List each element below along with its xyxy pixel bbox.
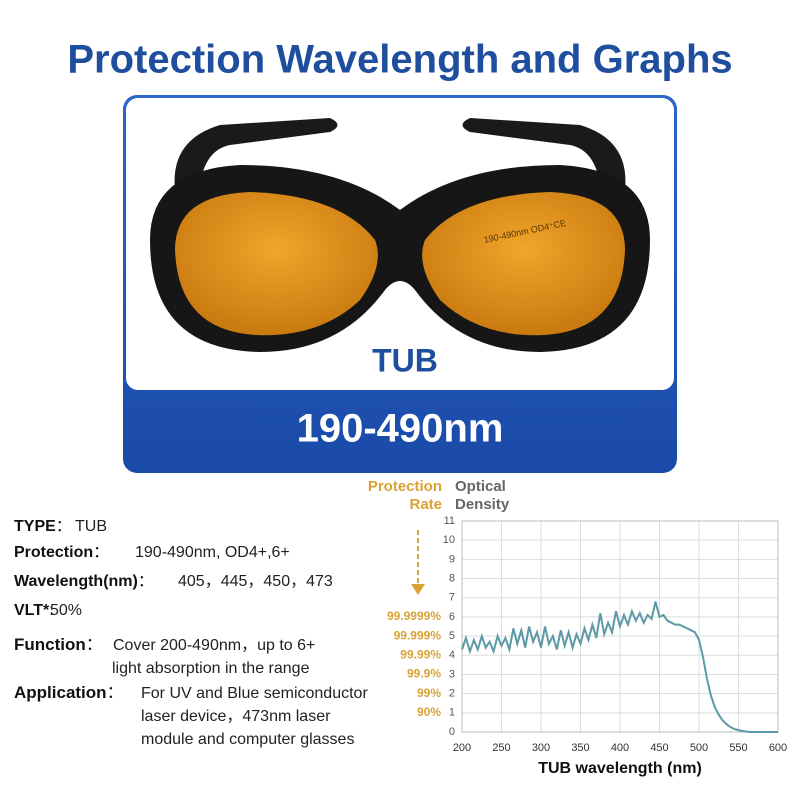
x-tick-label: 250 <box>492 742 510 754</box>
spec-value: For UV and Blue semiconductor <box>141 685 368 702</box>
spec-value: 50% <box>50 602 82 619</box>
product-card: 190-490nm OD4⁺CE TUB 190-490nm <box>123 95 677 473</box>
y-tick-label: 10 <box>443 534 455 546</box>
rate-header: Protection <box>368 478 442 495</box>
spec-label: VLT*: <box>14 602 54 619</box>
od-header: Density <box>455 496 510 513</box>
arrow-head <box>411 584 425 595</box>
x-axis-label: TUB wavelength (nm) <box>538 760 702 777</box>
y-tick-label: 5 <box>449 630 455 642</box>
y-tick-label: 0 <box>449 726 455 738</box>
rate-tick-label: 99.99% <box>400 647 441 661</box>
spec-label-sep: : <box>49 602 53 619</box>
y-tick-label: 7 <box>449 592 455 604</box>
spec-value: Cover 200-490nm，up to 6+ <box>113 637 315 654</box>
spec-value: TUB <box>75 518 107 535</box>
y-tick-label: 3 <box>449 668 455 680</box>
x-tick-label: 400 <box>611 742 629 754</box>
x-tick-label: 550 <box>729 742 747 754</box>
spec-label: Function： <box>14 635 103 654</box>
glasses-illustration: 190-490nm OD4⁺CE <box>150 118 650 352</box>
page-title: Protection Wavelength and Graphs <box>67 38 732 82</box>
spec-label-name: Wavelength(nm) <box>14 573 138 590</box>
spec-value: 190-490nm, OD4+,6+ <box>135 544 290 561</box>
rate-tick-label: 90% <box>417 705 441 719</box>
spec-label: TYPE： <box>14 518 72 535</box>
x-tick-label: 600 <box>769 742 787 754</box>
rate-tick-label: 99% <box>417 686 441 700</box>
x-tick-label: 350 <box>571 742 589 754</box>
y-tick-label: 9 <box>449 553 455 565</box>
y-tick-label: 1 <box>449 707 455 719</box>
spec-label-sep: ： <box>107 683 124 702</box>
y-tick-label: 4 <box>449 649 455 661</box>
y-tick-label: 2 <box>449 688 455 700</box>
wavelength-range: 190-490nm <box>297 407 504 451</box>
spec-label: Wavelength(nm)： <box>14 573 154 590</box>
spec-label: Protection： <box>14 544 109 561</box>
plot-frame <box>461 520 779 733</box>
x-tick-label: 300 <box>532 742 550 754</box>
model-name: TUB <box>372 342 438 378</box>
spec-value: laser device，473nm laser <box>141 708 331 725</box>
spec-value: module and computer glasses <box>141 731 354 748</box>
y-tick-label: 8 <box>449 572 455 584</box>
spec-label: Application： <box>14 683 124 702</box>
spec-label-name: Protection <box>14 544 93 561</box>
x-tick-label: 200 <box>453 742 471 754</box>
spec-value: 405，445，450，473 <box>178 573 333 590</box>
spec-label-name: Function <box>14 635 86 654</box>
spec-value: light absorption in the range <box>112 660 310 677</box>
spec-label-sep: ： <box>86 635 103 654</box>
spec-label-name: TYPE <box>14 518 56 535</box>
rate-tick-label: 99.9999% <box>387 609 441 623</box>
spec-label-name: VLT* <box>14 602 50 619</box>
spec-label-sep: ： <box>93 544 109 561</box>
rate-tick-label: 99.9% <box>407 667 441 681</box>
spec-label-sep: ： <box>138 573 154 590</box>
rate-header: Rate <box>409 496 442 513</box>
od-line <box>461 601 778 733</box>
rate-tick-label: 99.999% <box>394 628 442 642</box>
spec-label-name: Application <box>14 683 107 702</box>
x-tick-label: 500 <box>690 742 708 754</box>
od-chart: 0 1 2 3 4 5 6 7 8 9 10 11 200 250 300 350 400 450 500 550 60… <box>368 478 787 777</box>
od-header: Optical <box>455 478 506 495</box>
y-tick-label: 6 <box>449 611 455 623</box>
y-tick-label: 11 <box>444 515 455 527</box>
spec-label-sep: ： <box>56 518 72 535</box>
x-tick-label: 450 <box>650 742 668 754</box>
